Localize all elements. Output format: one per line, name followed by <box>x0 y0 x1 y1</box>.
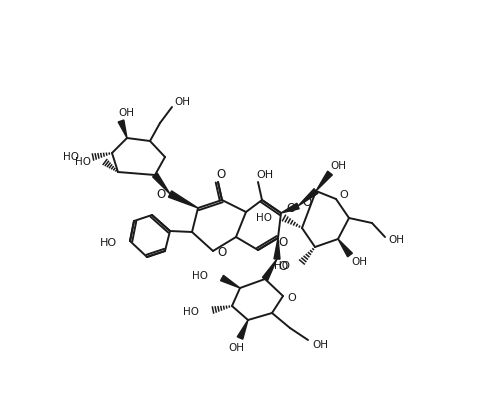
Polygon shape <box>337 239 352 257</box>
Text: O: O <box>278 237 287 250</box>
Text: HO: HO <box>273 261 289 271</box>
Text: O: O <box>286 203 295 215</box>
Text: HO: HO <box>99 238 116 248</box>
Polygon shape <box>168 191 197 208</box>
Polygon shape <box>152 173 170 194</box>
Text: OH: OH <box>387 235 403 245</box>
Text: O: O <box>156 188 165 201</box>
Text: HO: HO <box>192 271 208 281</box>
Text: OH: OH <box>174 97 190 107</box>
Text: OH: OH <box>350 257 366 267</box>
Polygon shape <box>262 259 276 280</box>
Polygon shape <box>280 203 299 213</box>
Polygon shape <box>118 120 127 138</box>
Polygon shape <box>297 189 318 206</box>
Text: OH: OH <box>256 170 273 180</box>
Text: OH: OH <box>329 161 345 171</box>
Text: OH: OH <box>311 340 327 350</box>
Text: O: O <box>302 196 311 210</box>
Text: HO: HO <box>182 307 198 317</box>
Text: OH: OH <box>227 343 243 353</box>
Polygon shape <box>220 275 240 288</box>
Text: O: O <box>339 190 348 200</box>
Text: HO: HO <box>75 157 91 167</box>
Text: O: O <box>217 247 226 260</box>
Text: O: O <box>278 260 287 273</box>
Text: O: O <box>287 293 296 303</box>
Text: HO: HO <box>63 152 79 162</box>
Polygon shape <box>316 171 332 191</box>
Polygon shape <box>273 238 279 259</box>
Text: O: O <box>216 168 225 181</box>
Text: OH: OH <box>118 108 134 118</box>
Text: HO: HO <box>256 213 272 223</box>
Polygon shape <box>237 320 247 339</box>
